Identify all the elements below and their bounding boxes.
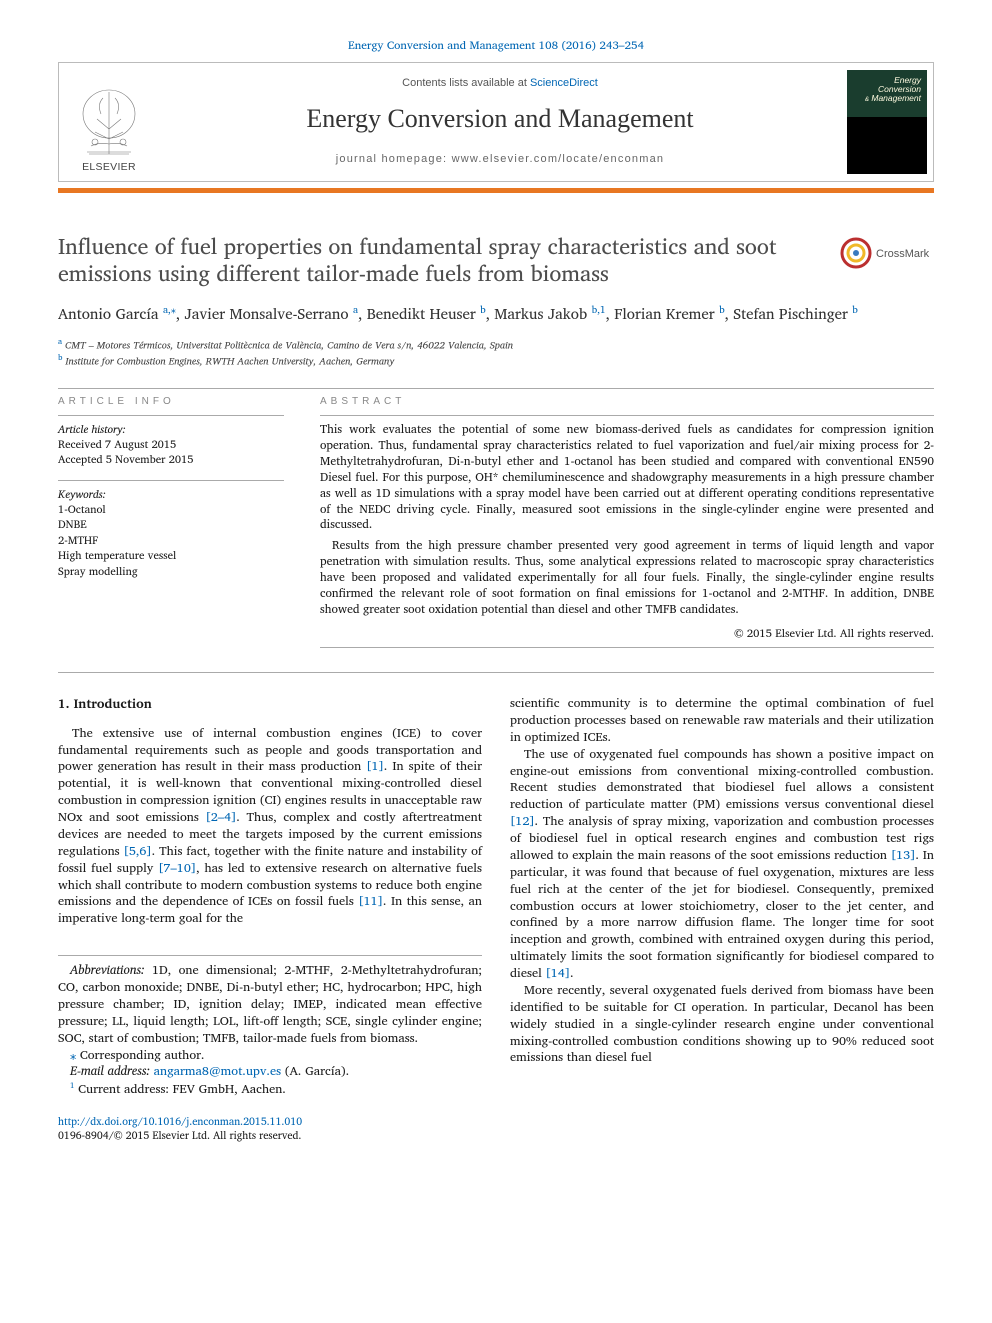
intro-right-p2: The use of oxygenated fuel compounds has… — [510, 746, 934, 982]
divider — [58, 480, 284, 481]
homepage-url: www.elsevier.com/locate/enconman — [452, 153, 665, 165]
journal-homepage: journal homepage: www.elsevier.com/locat… — [336, 152, 664, 167]
keyword-4: Spray modelling — [58, 564, 284, 579]
journal-cover: Energy Conversion & Management — [841, 63, 933, 181]
divider — [320, 415, 934, 416]
abstract-p2: Results from the high pressure chamber p… — [320, 538, 934, 618]
author-0: Antonio García — [58, 301, 159, 326]
contents-line: Contents lists available at ScienceDirec… — [402, 76, 598, 91]
divider — [58, 388, 934, 389]
email-owner: (A. García). — [281, 1061, 349, 1081]
author-2-mark[interactable]: b — [480, 302, 486, 318]
contents-prefix: Contents lists available at — [402, 77, 530, 89]
homepage-prefix: journal homepage: — [336, 153, 452, 165]
intro-left-p1: The extensive use of internal combustion… — [58, 725, 482, 928]
elsevier-wordmark: ELSEVIER — [82, 160, 136, 174]
author-4-mark[interactable]: b — [719, 302, 725, 318]
ref-11[interactable]: [11] — [358, 891, 383, 911]
author-0-corr[interactable]: ⁎ — [171, 302, 176, 318]
right-column: scientific community is to determine the… — [510, 695, 934, 1143]
crossmark-text: CrossMark — [876, 248, 930, 260]
affil-a-mark: a — [58, 334, 62, 348]
author-1-mark[interactable]: a — [353, 302, 358, 318]
abstract-label: ABSTRACT — [320, 395, 934, 409]
intro-right-p3: More recently, several oxygenated fuels … — [510, 982, 934, 1066]
issn-copyright: 0196-8904/© 2015 Elsevier Ltd. All right… — [58, 1126, 301, 1144]
footnotes-block: Abbreviations: 1D, one dimensional; 2-MT… — [58, 955, 482, 1098]
accepted-date: Accepted 5 November 2015 — [58, 452, 284, 467]
divider — [58, 415, 284, 416]
orange-separator — [58, 188, 934, 193]
abstract-p1: This work evaluates the potential of som… — [320, 422, 934, 533]
affiliations: a CMT – Motores Térmicos, Universitat Po… — [58, 336, 934, 369]
affil-b-mark: b — [58, 350, 62, 364]
citation-header: Energy Conversion and Management 108 (20… — [58, 38, 934, 54]
author-3-mark[interactable]: b,1 — [592, 302, 606, 318]
abstract-copyright: © 2015 Elsevier Ltd. All rights reserved… — [320, 626, 934, 641]
intro-right-p1: scientific community is to determine the… — [510, 695, 934, 746]
cur-text: Current address: FEV GmbH, Aachen. — [75, 1079, 286, 1099]
left-column: 1. Introduction The extensive use of int… — [58, 695, 482, 1143]
divider — [58, 672, 934, 673]
elsevier-logo: ELSEVIER — [59, 63, 159, 181]
cover-amp: & — [865, 97, 869, 103]
author-list: Antonio García a,⁎, Javier Monsalve-Serr… — [58, 304, 934, 324]
cover-line3: Management — [871, 93, 921, 103]
affil-a: CMT – Motores Térmicos, Universitat Poli… — [65, 337, 513, 353]
abstract-block: ABSTRACT This work evaluates the potenti… — [320, 395, 934, 654]
article-title: Influence of fuel properties on fundamen… — [58, 233, 934, 288]
sciencedirect-link[interactable]: ScienceDirect — [530, 77, 598, 89]
keyword-0: 1-Octanol — [58, 502, 284, 517]
article-info-sidebar: ARTICLE INFO Article history: Received 7… — [58, 395, 284, 654]
intro-heading: 1. Introduction — [58, 695, 482, 713]
author-5-mark[interactable]: b — [852, 302, 858, 318]
crossmark-badge[interactable]: CrossMark — [840, 237, 934, 274]
doi-block: http://dx.doi.org/10.1016/j.enconman.201… — [58, 1114, 482, 1142]
affil-b: Institute for Combustion Engines, RWTH A… — [65, 353, 394, 369]
author-1: Javier Monsalve-Serrano — [184, 301, 348, 326]
author-0-mark[interactable]: a, — [163, 302, 171, 318]
divider — [320, 647, 934, 648]
masthead: ELSEVIER Contents lists available at Sci… — [58, 62, 934, 182]
author-4: Florian Kremer — [614, 301, 714, 326]
journal-name: Energy Conversion and Management — [306, 101, 693, 136]
elsevier-tree-icon — [77, 84, 141, 158]
author-3: Markus Jakob — [494, 301, 587, 326]
article-info-label: ARTICLE INFO — [58, 395, 284, 409]
author-5: Stefan Pischinger — [733, 301, 848, 326]
author-2: Benedikt Heuser — [367, 301, 476, 326]
